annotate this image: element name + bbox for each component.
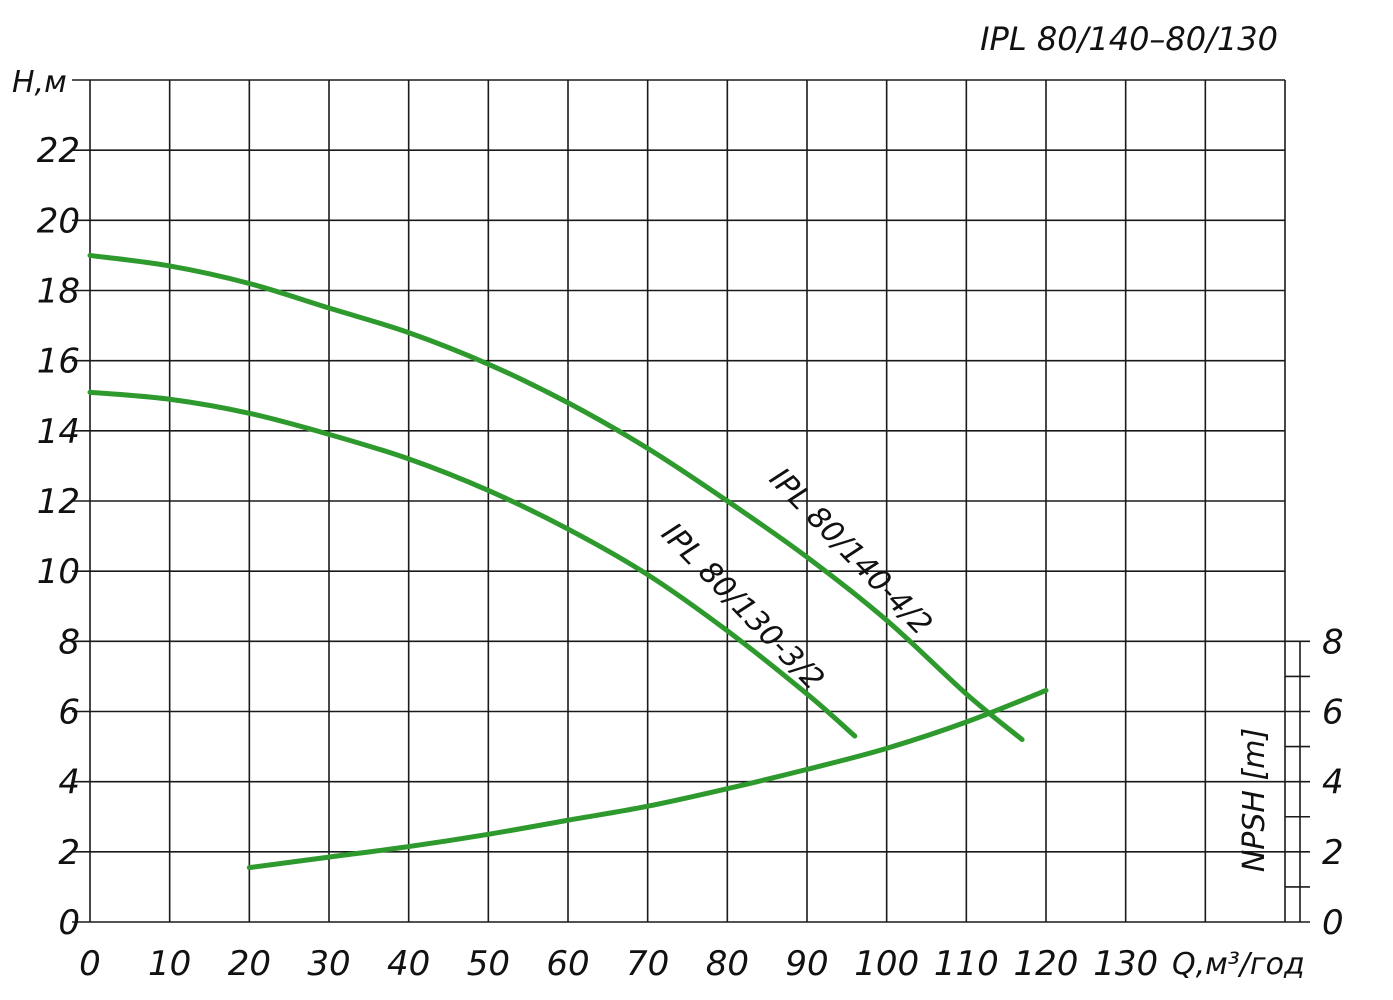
x-tick-label: 0 [79, 944, 101, 984]
y-axis-title: H,м [12, 65, 67, 100]
npsh-tick-label: 8 [1322, 622, 1344, 662]
x-axis-title: Q,м³/год [1172, 947, 1305, 982]
x-tick-label: 120 [1014, 944, 1079, 984]
y-tick-label: 2 [58, 833, 80, 873]
npsh-axis-title: NPSH [m] [1237, 728, 1272, 872]
x-tick-label: 20 [228, 944, 271, 984]
head-curve-1 [87, 252, 1025, 743]
grid [89, 79, 1286, 923]
y-tick-label: 0 [58, 903, 80, 943]
x-tick-label: 80 [706, 944, 749, 984]
npsh-tick-label: 0 [1322, 903, 1344, 943]
x-tick-label: 30 [307, 944, 350, 984]
curves [87, 252, 1049, 871]
y-tick-label: 22 [37, 131, 80, 171]
npsh-curve [246, 687, 1049, 871]
axes: 0 10 20 30 40 50 60 70 80 90 100 110 120 130024681012… [37, 79, 1344, 984]
y-tick-label: 10 [37, 552, 80, 592]
x-tick-label: 100 [854, 944, 919, 984]
curve-label-ipl-80-130: IPL 80/130-3/2 [654, 516, 831, 697]
x-tick-label: 70 [626, 944, 669, 984]
y-tick-label: 18 [37, 272, 80, 312]
npsh-tick-label: 4 [1322, 763, 1344, 803]
y-tick-label: 14 [37, 412, 80, 452]
head-curve-2 [87, 389, 858, 739]
npsh-tick-label: 2 [1322, 833, 1344, 873]
x-tick-label: 60 [546, 944, 589, 984]
y-tick-label: 8 [58, 622, 80, 662]
x-tick-label: 10 [148, 944, 191, 984]
y-tick-label: 16 [37, 342, 80, 382]
npsh-tick-label: 6 [1322, 693, 1344, 733]
x-tick-label: 90 [785, 944, 828, 984]
y-tick-label: 20 [37, 201, 80, 241]
y-tick-label: 12 [37, 482, 80, 522]
chart-title: IPL 80/140–80/130 [980, 20, 1278, 58]
y-tick-label: 6 [58, 693, 80, 733]
y-tick-label: 4 [58, 763, 80, 803]
x-tick-label: 40 [387, 944, 430, 984]
x-tick-label: 110 [934, 944, 999, 984]
x-tick-label: 130 [1093, 944, 1158, 984]
curve-label-ipl-80-140: IPL 80/140-4/2 [762, 461, 939, 642]
x-tick-label: 50 [467, 944, 510, 984]
